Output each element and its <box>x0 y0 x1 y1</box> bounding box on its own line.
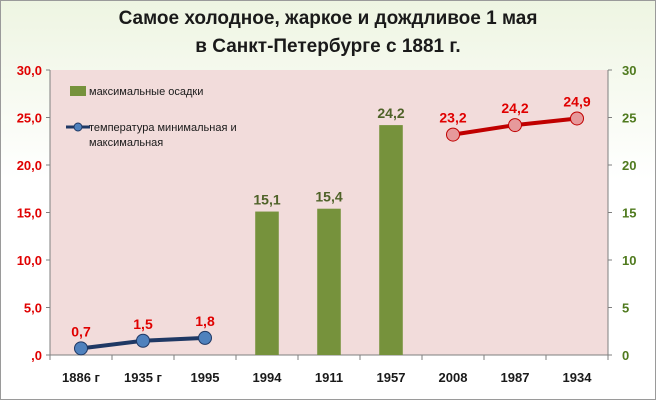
chart-title-line-2: в Санкт-Петербурге с 1881 г. <box>195 36 461 57</box>
legend-line-marker <box>73 122 83 132</box>
temperature-marker <box>198 330 212 345</box>
x-tick-label: 1994 <box>253 370 283 385</box>
y-left-tick-label: 10,0 <box>17 253 42 268</box>
y-right-tick-label: 20 <box>622 158 636 173</box>
y-right-tick-label: 30 <box>622 63 636 78</box>
temperature-marker <box>136 333 150 348</box>
legend-bar-label: максимальные осадки <box>89 86 203 98</box>
bar-data-label: 24,2 <box>377 105 404 121</box>
y-left-tick-label: 15,0 <box>17 206 42 221</box>
x-tick-label: 1957 <box>377 370 406 385</box>
x-tick-label: 1995 <box>191 370 220 385</box>
y-right-tick-label: 15 <box>622 206 636 221</box>
x-tick-label: 1987 <box>501 370 530 385</box>
y-left-tick-label: 30,0 <box>17 63 42 78</box>
x-tick-label: 1886 г <box>62 370 101 385</box>
x-tick-label: 2008 <box>439 370 468 385</box>
legend-line-label-2: максимальная <box>89 137 163 149</box>
chart-title-line-1: Самое холодное, жаркое и дождливое 1 мая <box>118 8 538 29</box>
precipitation-bar <box>317 208 341 355</box>
bar-data-label: 15,4 <box>315 189 342 205</box>
temperature-data-label: 23,2 <box>439 110 466 126</box>
temperature-marker <box>570 111 584 126</box>
legend-bar-swatch <box>70 86 86 96</box>
y-left-tick-label: 20,0 <box>17 158 42 173</box>
temperature-data-label: 24,9 <box>563 93 590 109</box>
temperature-marker <box>74 341 88 356</box>
y-left-tick-label: ,0 <box>31 348 42 363</box>
y-right-tick-label: 25 <box>622 111 636 126</box>
temperature-data-label: 0,7 <box>71 323 91 339</box>
temperature-data-label: 1,8 <box>195 313 215 329</box>
y-left-tick-label: 25,0 <box>17 111 42 126</box>
x-tick-label: 1934 <box>563 370 593 385</box>
y-right-tick-label: 0 <box>622 348 629 363</box>
temperature-marker <box>508 118 522 133</box>
y-left-tick-label: 5,0 <box>24 301 42 316</box>
legend-line-label-1: температура минимальная и <box>89 122 237 134</box>
y-right-tick-label: 5 <box>622 301 629 316</box>
x-tick-label: 1911 <box>315 370 343 385</box>
precipitation-bar <box>255 211 279 355</box>
precipitation-bar <box>379 125 403 355</box>
temperature-marker <box>446 127 460 142</box>
y-right-tick-label: 10 <box>622 253 636 268</box>
temperature-data-label: 24,2 <box>501 100 528 116</box>
x-tick-label: 1935 г <box>124 370 163 385</box>
temperature-data-label: 1,5 <box>133 316 153 332</box>
bar-data-label: 15,1 <box>253 192 280 208</box>
